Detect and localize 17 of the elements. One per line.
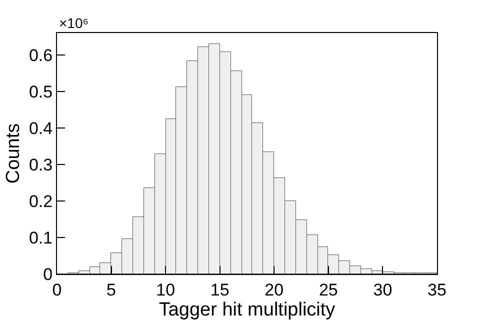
x-tick-label: 10 [156, 280, 176, 300]
x-tick-label: 35 [428, 280, 446, 300]
x-tick-label: 20 [264, 280, 284, 300]
x-tick-label: 15 [210, 280, 230, 300]
x-tick-label: 25 [318, 280, 338, 300]
y-axis-title: Counts [2, 123, 24, 184]
x-axis-title: Tagger hit multiplicity [158, 299, 336, 320]
x-tick-label: 30 [373, 280, 392, 300]
y-tick-label: 0.5 [28, 82, 53, 102]
y-tick-label: 0.4 [28, 118, 53, 138]
text: ×10⁶ [59, 15, 89, 31]
x-tick-label: 5 [106, 280, 116, 300]
y-tick-label: 0.1 [28, 228, 53, 248]
y-tick-label: 0.2 [28, 192, 53, 211]
y-tick-label: 0.6 [28, 46, 53, 65]
y-tick-label: 0.3 [28, 155, 53, 174]
y-tick-label: 0 [43, 264, 53, 284]
